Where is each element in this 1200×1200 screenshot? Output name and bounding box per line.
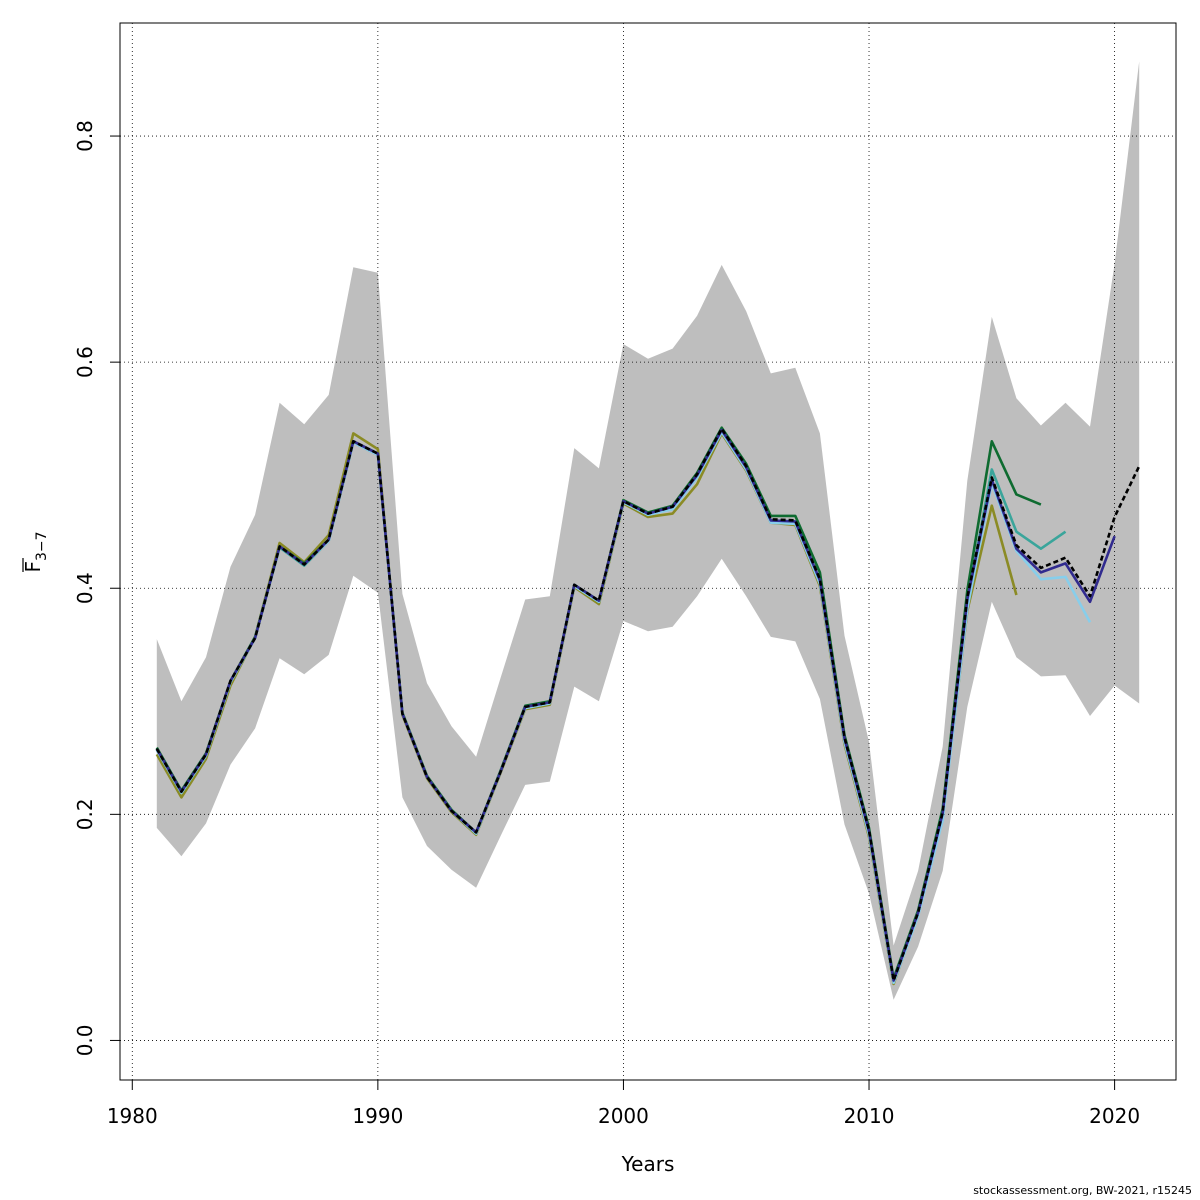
x-axis-title: Years bbox=[621, 1152, 675, 1176]
x-tick-label-1980: 1980 bbox=[107, 1104, 158, 1128]
y-tick-label-0.4: 0.4 bbox=[73, 572, 97, 604]
x-tick-label-1990: 1990 bbox=[352, 1104, 403, 1128]
grid-layer bbox=[120, 23, 1176, 1080]
x-tick-label-2010: 2010 bbox=[844, 1104, 895, 1128]
y-axis-title-subscript: 3−7 bbox=[34, 531, 50, 561]
x-axis: 1980 1990 2000 2010 2020 bbox=[107, 1079, 1140, 1128]
confidence-band bbox=[156, 61, 1140, 1000]
series-line-bw-2021 bbox=[155, 427, 1141, 982]
y-tick-label-0.8: 0.8 bbox=[73, 120, 97, 152]
footer-credit: stockassessment.org, BW-2021, r15245 bbox=[973, 1184, 1192, 1197]
y-axis: 0.0 0.2 0.4 0.6 0.8 bbox=[73, 120, 121, 1056]
series-layer bbox=[155, 426, 1141, 986]
x-tick-label-2020: 2020 bbox=[1089, 1104, 1140, 1128]
y-tick-label-0.0: 0.0 bbox=[73, 1024, 97, 1056]
svg-text:F3−7: F3−7 bbox=[21, 531, 50, 572]
confidence-band-layer bbox=[156, 61, 1140, 1000]
y-axis-title: F3−7 bbox=[21, 531, 50, 572]
y-tick-label-0.6: 0.6 bbox=[73, 346, 97, 378]
x-tick-label-2000: 2000 bbox=[598, 1104, 649, 1128]
y-axis-title-main: F bbox=[21, 561, 45, 573]
y-tick-label-0.2: 0.2 bbox=[73, 798, 97, 830]
